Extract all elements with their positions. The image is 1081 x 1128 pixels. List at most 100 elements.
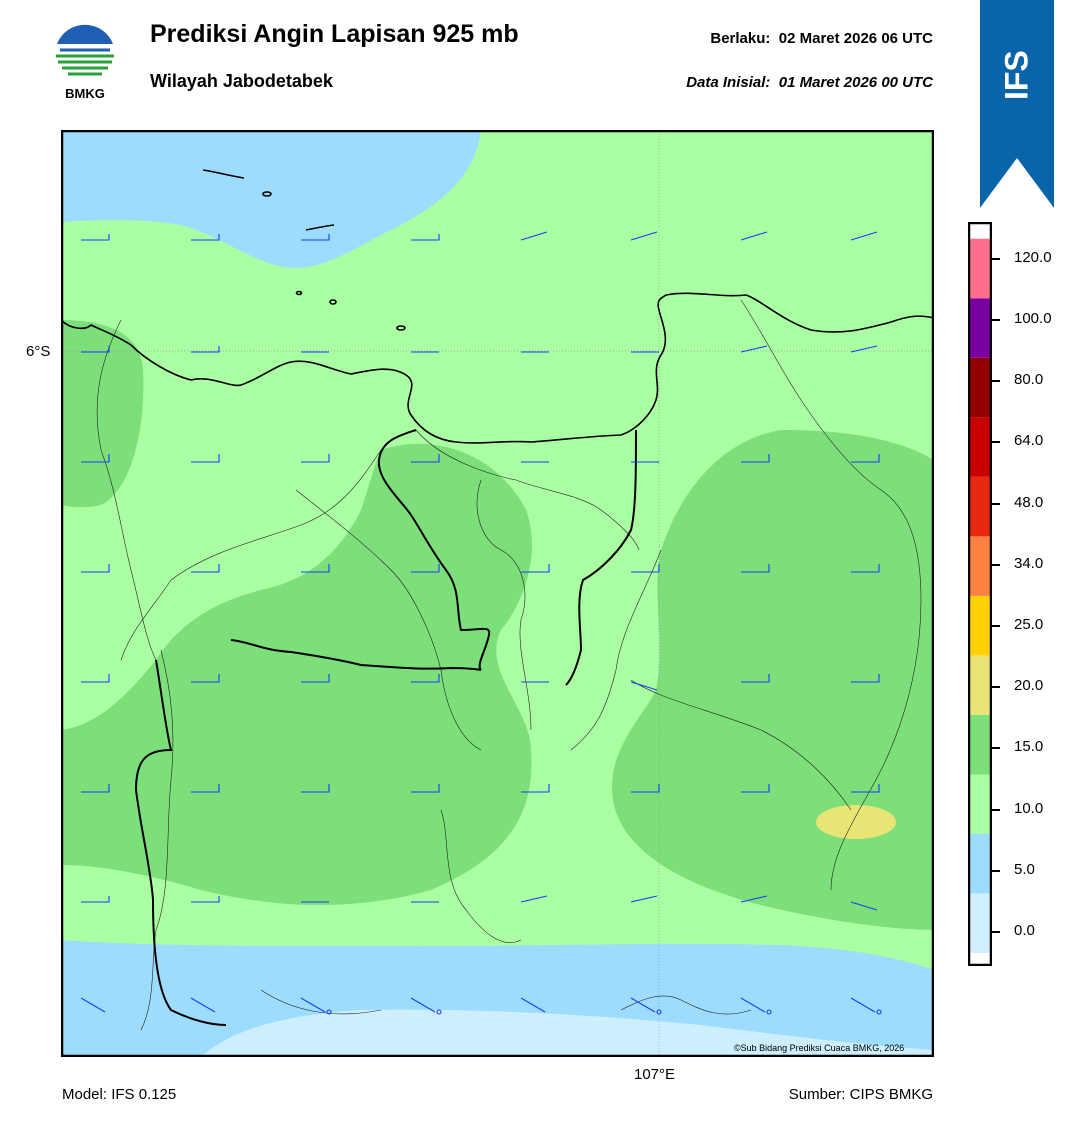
colorbar-tick: [992, 502, 1000, 505]
calm-marker: [656, 1009, 662, 1015]
wind-barb: [301, 454, 330, 463]
wind-barb: [301, 234, 330, 241]
wind-barb: [301, 674, 330, 683]
lat-label: 6°S: [26, 343, 51, 360]
wind-barb-row: [81, 345, 878, 353]
wind-barb-row: [81, 564, 880, 573]
colorbar-segment: [968, 357, 992, 418]
wind-barb: [740, 895, 768, 903]
wind-barb: [741, 564, 770, 573]
wind-barb: [81, 896, 110, 903]
colorbar-tick-label: 80.0: [1014, 371, 1044, 389]
wind-barb: [851, 564, 880, 573]
wind-barb: [850, 901, 878, 911]
logo-text: BMKG: [65, 86, 105, 101]
colorbar-tick: [992, 625, 1000, 627]
colorbar-tick: [992, 257, 1000, 260]
wind-barb: [740, 345, 768, 353]
wind-barb: [410, 997, 436, 1013]
province-boundaries: [134, 429, 637, 1026]
colorbar-segment: [968, 417, 992, 477]
wind-barb: [191, 564, 220, 573]
colorbar-tick-label: 100.0: [1014, 310, 1052, 327]
valid-label: Berlaku:: [710, 30, 771, 47]
wind-barb: [81, 234, 110, 241]
colorbar-tick: [992, 319, 1000, 321]
wind-barb: [740, 997, 766, 1013]
colorbar-segment: [968, 238, 992, 299]
wind-barb: [301, 784, 330, 793]
wind-barb: [630, 895, 658, 903]
wind-barb: [631, 564, 660, 573]
colorbar-tick: [992, 380, 1000, 383]
wind-barb: [191, 674, 220, 683]
colorbar-segment: [968, 774, 992, 834]
wind-barb: [411, 784, 440, 793]
speed-field-calm: [201, 1009, 934, 1057]
wind-barb: [411, 234, 440, 241]
map-title: Prediksi Angin Lapisan 925 mb: [150, 20, 519, 48]
wind-barb: [850, 231, 878, 241]
ifs-ribbon: [980, 0, 1054, 208]
admin-boundaries: [96, 299, 922, 1031]
colorbar-tick-label: 10.0: [1014, 799, 1044, 817]
wind-barb: [520, 997, 546, 1013]
valid-time: Berlaku: 02 Maret 2026 06 UTC: [710, 30, 933, 47]
coastline: [61, 169, 934, 444]
wind-barb: [81, 346, 110, 353]
speed-field-fresh-center: [61, 443, 532, 905]
wind-barb: [740, 231, 768, 241]
colorbar-tick: [992, 686, 1000, 689]
valid-value: 02 Maret 2026 06 UTC: [778, 30, 933, 47]
colorbar-segment: [968, 298, 992, 358]
wind-barb: [190, 997, 216, 1013]
wind-barb-row: [81, 674, 880, 691]
lon-label: 107°E: [634, 1066, 676, 1083]
wind-barb: [191, 234, 220, 241]
wind-barb: [851, 784, 880, 793]
wind-barb: [631, 784, 660, 793]
colorbar-tick-label: 34.0: [1014, 554, 1044, 572]
calm-marker: [436, 1009, 442, 1015]
wind-barb: [520, 895, 548, 903]
wind-barb: [191, 454, 220, 463]
wind-barb: [191, 784, 220, 793]
wind-barb-row: [81, 895, 878, 911]
colorbar-tick-label: 0.0: [1014, 922, 1035, 939]
wind-map: [61, 130, 934, 1057]
bmkg-logo: [52, 20, 118, 104]
wind-barb: [521, 564, 550, 573]
colorbar-tick: [992, 563, 1000, 566]
speed-field-light-north: [61, 130, 481, 269]
wind-barb-row: [80, 997, 876, 1013]
calm-marker: [326, 1009, 332, 1015]
calm-marker: [876, 1009, 882, 1015]
speed-field-fresh-west: [61, 320, 144, 508]
wind-barb: [850, 997, 876, 1013]
init-value: 01 Maret 2026 00 UTC: [778, 74, 933, 91]
colorbar-tick-label: 120.0: [1014, 248, 1052, 266]
colorbar-segment: [968, 595, 992, 656]
calm-marker: [766, 1009, 772, 1015]
wind-barb: [81, 454, 110, 463]
colorbar-tick: [992, 441, 1000, 444]
wind-barbs: [80, 231, 882, 1015]
ifs-badge: IFS: [998, 50, 1035, 100]
colorbar-tick: [992, 869, 1000, 872]
wind-barb: [81, 784, 110, 793]
calm-markers: [326, 1009, 882, 1015]
wind-barb: [521, 784, 550, 793]
colorbar: [968, 222, 992, 966]
wind-barb: [850, 345, 878, 353]
wind-barb: [851, 454, 880, 463]
wind-barb: [411, 454, 440, 463]
colorbar-segment: [968, 833, 992, 894]
speed-field-fresh-east: [612, 430, 934, 930]
colorbar-tick: [992, 931, 1000, 933]
wind-barb: [741, 784, 770, 793]
wind-barb: [301, 564, 330, 573]
wind-barb: [741, 454, 770, 463]
wind-barb: [81, 674, 110, 683]
colorbar-tick-label: 5.0: [1014, 860, 1035, 878]
colorbar-tick-label: 48.0: [1014, 493, 1044, 511]
